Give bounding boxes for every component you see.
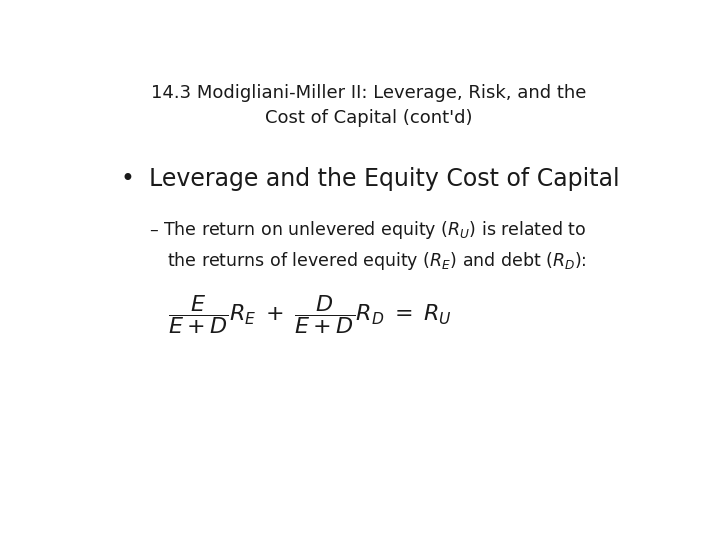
Text: •: • bbox=[121, 167, 135, 191]
Text: 14.3 Modigliani-Miller II: Leverage, Risk, and the
Cost of Capital (cont'd): 14.3 Modigliani-Miller II: Leverage, Ris… bbox=[151, 84, 587, 126]
Text: – The return on unlevered equity ($R_U$) is related to: – The return on unlevered equity ($R_U$)… bbox=[148, 219, 586, 241]
Text: the returns of levered equity ($R_E$) and debt ($R_D$):: the returns of levered equity ($R_E$) an… bbox=[167, 250, 587, 272]
Text: Leverage and the Equity Cost of Capital: Leverage and the Equity Cost of Capital bbox=[148, 167, 619, 191]
Text: $\dfrac{E}{E+D}R_E \;+\; \dfrac{D}{E+D}R_D \;=\; R_U$: $\dfrac{E}{E+D}R_E \;+\; \dfrac{D}{E+D}R… bbox=[168, 293, 452, 336]
